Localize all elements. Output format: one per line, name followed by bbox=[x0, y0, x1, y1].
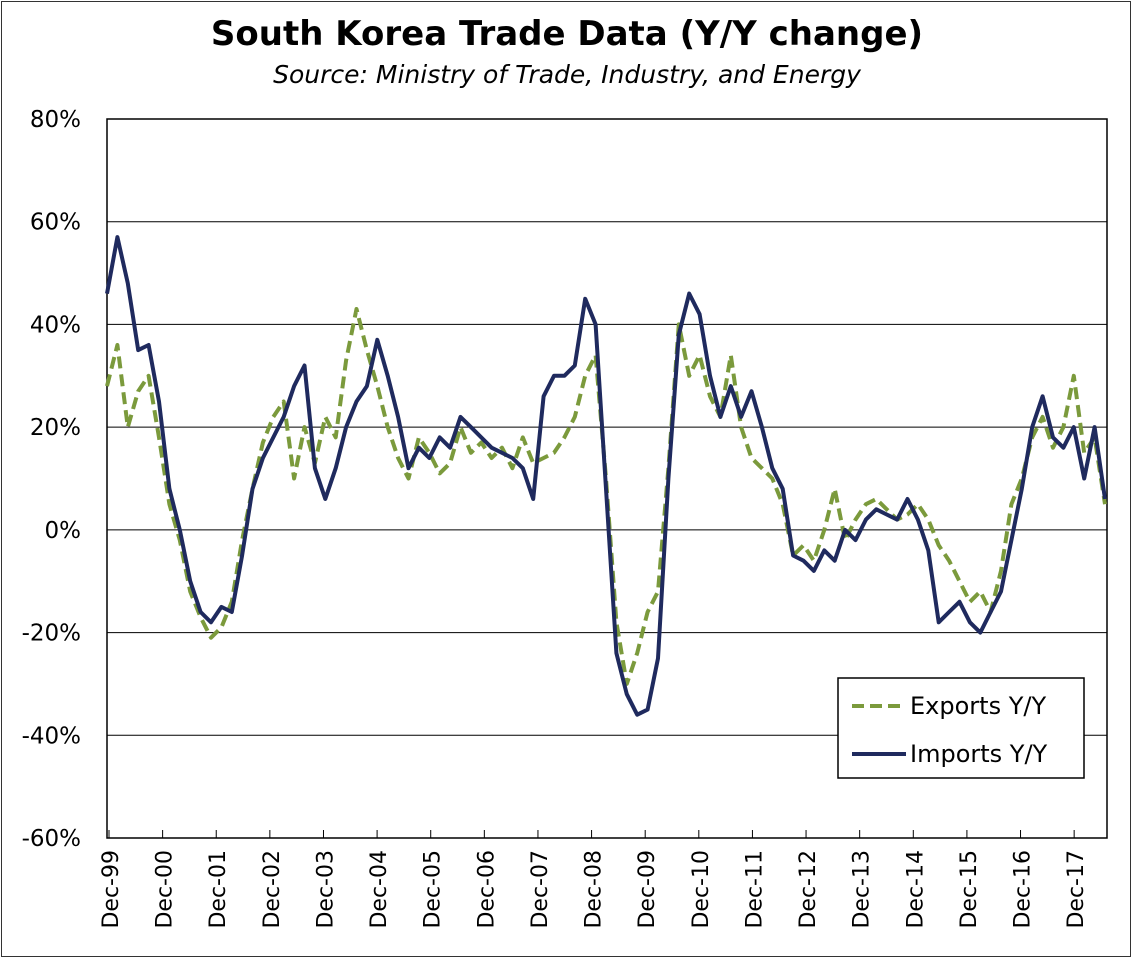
y-tick-label: -60% bbox=[22, 826, 81, 852]
y-tick-label: 40% bbox=[30, 312, 81, 338]
x-tick-label: Dec-00 bbox=[153, 850, 178, 929]
legend-label-imports: Imports Y/Y bbox=[910, 740, 1048, 768]
x-tick-label: Dec-14 bbox=[903, 850, 928, 929]
chart-subtitle: Source: Ministry of Trade, Industry, and… bbox=[273, 60, 861, 89]
x-tick-label: Dec-03 bbox=[313, 850, 338, 929]
x-tick-label: Dec-99 bbox=[99, 850, 124, 929]
y-tick-label: 80% bbox=[30, 107, 81, 133]
x-tick-label: Dec-01 bbox=[206, 850, 231, 929]
x-tick-label: Dec-07 bbox=[528, 850, 553, 929]
y-tick-label: 0% bbox=[45, 518, 82, 544]
axes: -60% -40% -20% 0% 20% 40% 60% 80% Dec-99 Dec-00 De… bbox=[22, 107, 1108, 929]
x-tick-label: Dec-15 bbox=[957, 850, 982, 929]
legend-label-exports: Exports Y/Y bbox=[910, 692, 1046, 720]
x-tick-label: Dec-04 bbox=[367, 850, 392, 929]
y-tick-label: -40% bbox=[22, 723, 81, 749]
x-tick-label: Dec-06 bbox=[474, 850, 499, 929]
y-tick-label: 20% bbox=[30, 415, 81, 441]
x-tick-label: Dec-11 bbox=[742, 850, 767, 929]
x-tick-label: Dec-05 bbox=[421, 850, 446, 929]
exports-line bbox=[105, 307, 1107, 686]
y-tick-label: -20% bbox=[22, 621, 81, 647]
x-tick-label: Dec-10 bbox=[689, 850, 714, 929]
series-lines bbox=[105, 235, 1107, 717]
legend-box bbox=[837, 677, 1085, 779]
imports-line bbox=[105, 235, 1107, 717]
x-tick-label: Dec-12 bbox=[796, 850, 821, 929]
x-tick-label: Dec-13 bbox=[850, 850, 875, 929]
x-tick-label: Dec-02 bbox=[260, 850, 285, 929]
x-tick-label: Dec-17 bbox=[1064, 850, 1089, 929]
legend: Exports Y/Y Imports Y/Y bbox=[837, 677, 1085, 779]
plot-area bbox=[106, 118, 1108, 839]
x-tick-label: Dec-16 bbox=[1011, 850, 1036, 929]
chart-title: South Korea Trade Data (Y/Y change) bbox=[210, 14, 924, 54]
y-tick-label: 60% bbox=[30, 210, 81, 236]
x-tick-label: Dec-09 bbox=[635, 850, 660, 929]
x-tick-label: Dec-08 bbox=[582, 850, 607, 929]
